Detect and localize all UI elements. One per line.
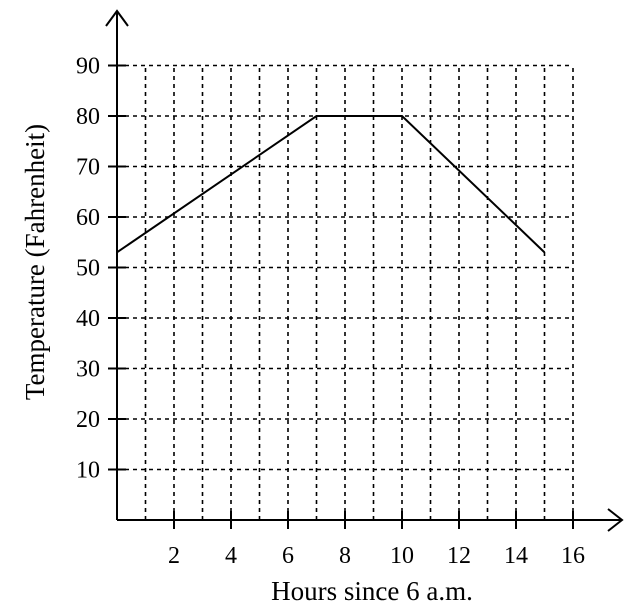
y-tick-label: 20 [76,407,100,433]
x-axis-arrow [607,508,624,532]
x-axis-title: Hours since 6 a.m. [271,576,473,606]
ticks: 2 4 6 8 10 12 14 16 10 20 30 40 50 60 70 80 90 [76,54,585,570]
y-tick-label: 80 [76,104,100,130]
x-tick-label: 12 [447,543,471,569]
y-axis-arrow [105,9,129,27]
grid [117,64,574,520]
y-tick-label: 60 [76,205,100,231]
series-line [116,115,546,254]
x-tick-label: 10 [390,543,414,569]
x-tick-label: 6 [282,543,294,569]
x-tick-label: 16 [561,543,585,569]
axes [105,9,624,532]
y-tick-label: 30 [76,357,100,383]
y-tick-label: 40 [76,306,100,332]
x-tick-label: 4 [225,543,237,569]
y-tick-label: 50 [76,256,100,282]
x-tick-label: 2 [168,543,180,569]
x-tick-label: 8 [339,543,351,569]
x-tick-label: 14 [504,543,528,569]
series [116,115,546,254]
y-tick-label: 10 [76,458,100,484]
y-axis-title: Temperature (Fahrenheit) [20,124,50,400]
y-tick-label: 70 [76,155,100,181]
y-tick-label: 90 [76,54,100,80]
